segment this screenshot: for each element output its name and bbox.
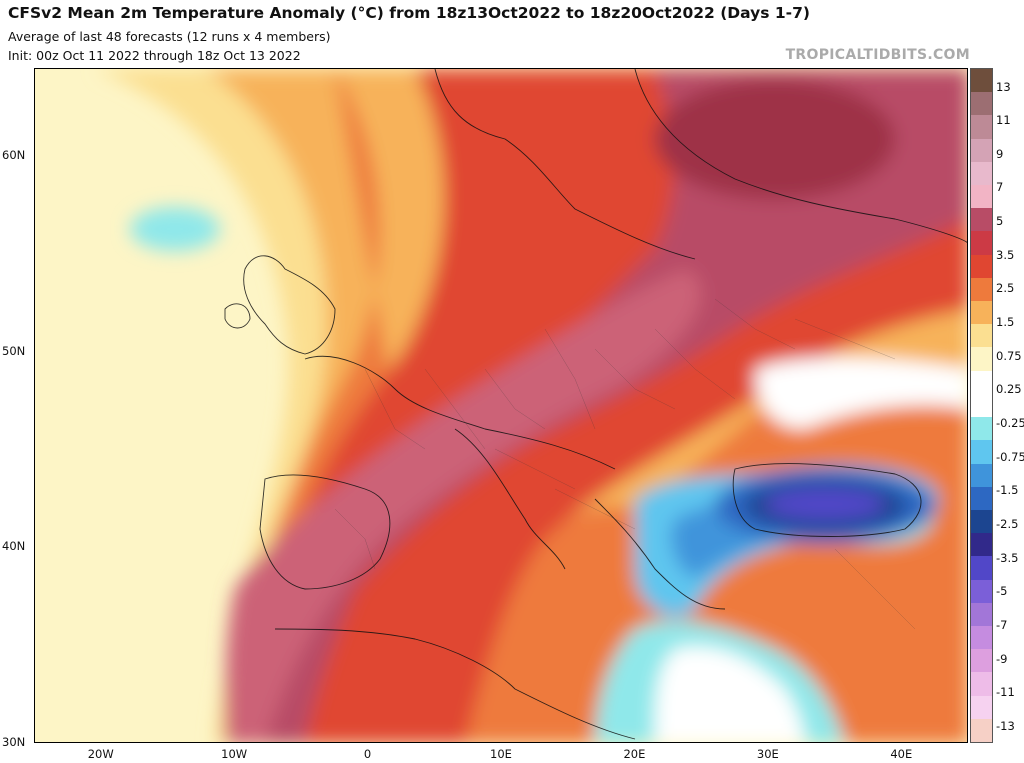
colorbar-tick-label: 2.5	[996, 281, 1015, 296]
longitude-label: 40E	[890, 747, 913, 761]
longitude-label: 20W	[87, 747, 114, 761]
colorbar-swatch	[971, 161, 992, 186]
colorbar-swatch	[971, 301, 992, 325]
colorbar-tick-label: 7	[996, 180, 1004, 195]
colorbar-swatch	[971, 625, 992, 650]
colorbar-tick-label: -1.5	[996, 483, 1019, 498]
colorbar-swatch	[971, 347, 992, 372]
colorbar-swatch	[971, 208, 992, 232]
anomaly-shading	[95, 69, 967, 742]
latitude-label: 30N	[2, 735, 26, 749]
latitude-label: 60N	[2, 148, 26, 163]
colorbar-swatch	[971, 324, 992, 348]
colorbar-swatch	[971, 579, 992, 604]
site-watermark: TROPICALTIDBITS.COM	[785, 47, 970, 63]
longitude-label: 0	[363, 747, 372, 761]
colorbar-swatch	[971, 440, 992, 464]
colorbar-tick-label: -11	[996, 685, 1015, 700]
colorbar-tick-label: 11	[996, 113, 1011, 128]
colorbar-tick-label: -9	[996, 651, 1008, 666]
colorbar-swatch	[971, 672, 992, 697]
colorbar-swatch	[971, 185, 992, 209]
colorbar-tick-label: 13	[996, 79, 1011, 94]
colorbar-swatch	[971, 509, 992, 534]
colorbar-swatch	[971, 486, 992, 511]
colorbar-swatch	[971, 649, 992, 673]
temperature-anomaly-map	[34, 68, 968, 743]
colorbar-swatch	[971, 92, 992, 116]
colorbar-swatch	[971, 115, 992, 140]
colorbar-swatch	[971, 556, 992, 581]
colorbar-swatch	[971, 533, 992, 557]
country-borders	[334, 298, 916, 630]
colorbar-tick-label: -0.25	[996, 416, 1024, 430]
longitude-label: 10W	[221, 747, 248, 761]
colorbar-swatch	[971, 695, 992, 720]
colorbar-swatch	[971, 718, 992, 743]
init-time-subtitle: Init: 00z Oct 11 2022 through 18z Oct 13…	[8, 48, 301, 63]
colorbar-tick-label: -2.5	[996, 516, 1019, 531]
colorbar-tick-label: -7	[996, 617, 1008, 632]
colorbar-tick-label: -0.75	[996, 449, 1024, 464]
colorbar-swatch	[971, 463, 992, 488]
colorbar-swatch	[971, 138, 992, 163]
map-title: CFSv2 Mean 2m Temperature Anomaly (°C) f…	[8, 4, 810, 22]
colorbar-tick-label: 0.25	[996, 382, 1022, 397]
latitude-label: 40N	[2, 539, 26, 554]
colorbar-tick-label: 3.5	[996, 247, 1015, 262]
colorbar-tick-label: -5	[996, 584, 1008, 599]
coastlines	[224, 69, 967, 740]
anomaly-field	[35, 69, 967, 742]
colorbar-tick-label: 0.75	[996, 348, 1022, 363]
colorbar-tick-label: -13	[996, 718, 1015, 733]
colorbar-tick-label: 1.5	[996, 315, 1015, 330]
anomaly-colorbar	[970, 68, 993, 743]
longitude-label: 20E	[623, 747, 646, 761]
colorbar-swatch	[971, 602, 992, 627]
colorbar-swatch	[971, 69, 992, 93]
longitude-label: 30E	[756, 747, 779, 761]
longitude-label: 10E	[490, 747, 512, 761]
latitude-label: 50N	[2, 343, 26, 358]
colorbar-swatch	[971, 231, 992, 256]
colorbar-swatch	[971, 277, 992, 302]
colorbar-tick-label: -3.5	[996, 550, 1019, 565]
colorbar-tick-label: 9	[996, 146, 1004, 161]
colorbar-swatch	[971, 254, 992, 279]
colorbar-swatch	[971, 393, 992, 418]
colorbar-swatch	[971, 370, 992, 395]
colorbar-swatch	[971, 417, 992, 441]
forecast-average-subtitle: Average of last 48 forecasts (12 runs x …	[8, 29, 331, 44]
colorbar-tick-label: 5	[996, 214, 1004, 229]
